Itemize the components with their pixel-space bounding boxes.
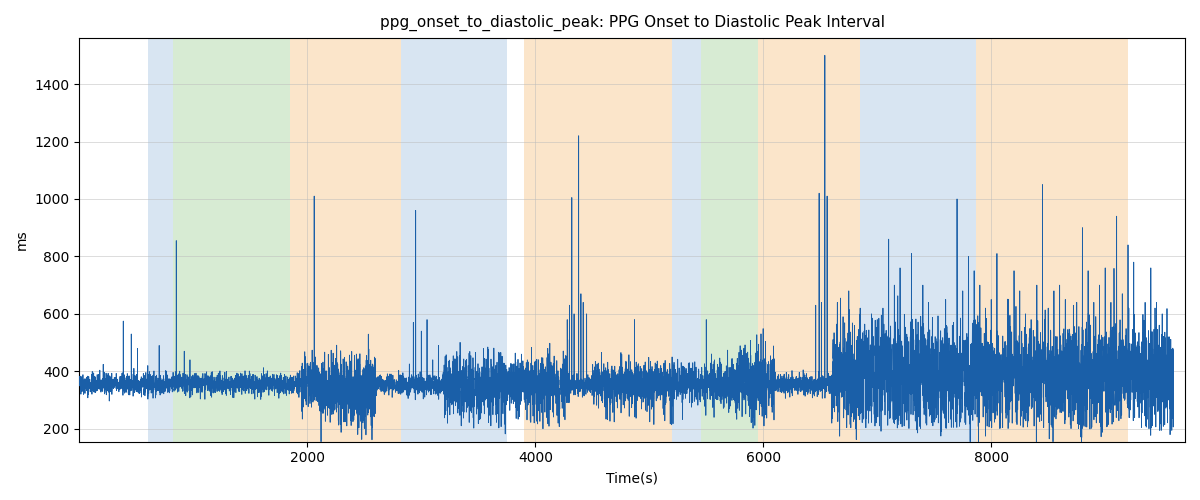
Y-axis label: ms: ms: [14, 230, 29, 250]
X-axis label: Time(s): Time(s): [606, 471, 659, 485]
Bar: [524, 38, 672, 442]
Bar: [701, 38, 757, 442]
Bar: [173, 38, 290, 442]
Bar: [757, 38, 860, 442]
Bar: [401, 38, 506, 442]
Bar: [860, 38, 977, 442]
Bar: [148, 38, 173, 442]
Bar: [977, 38, 1128, 442]
Bar: [290, 38, 401, 442]
Bar: [672, 38, 701, 442]
Title: ppg_onset_to_diastolic_peak: PPG Onset to Diastolic Peak Interval: ppg_onset_to_diastolic_peak: PPG Onset t…: [379, 15, 884, 31]
